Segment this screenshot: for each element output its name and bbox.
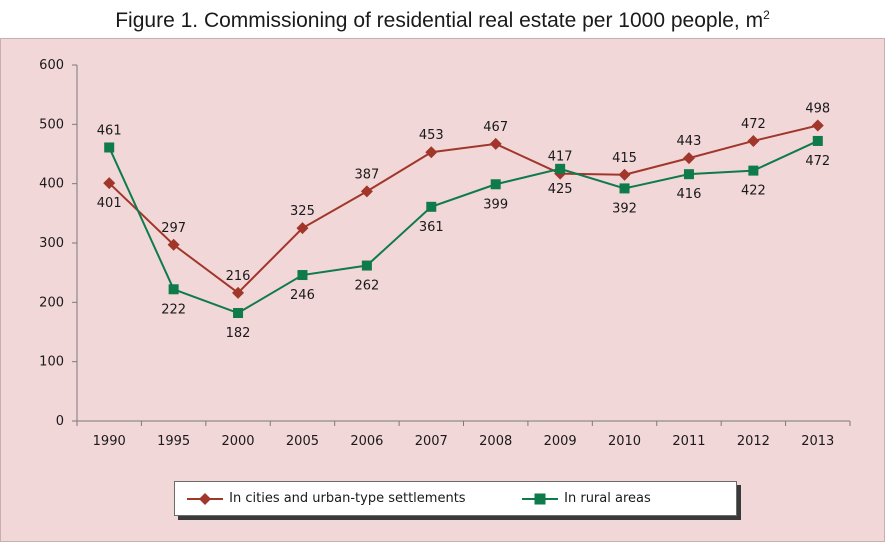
series-2-point bbox=[619, 183, 630, 194]
series-1-point bbox=[489, 137, 502, 150]
x-tick-label: 2013 bbox=[801, 434, 834, 449]
series-line-2 bbox=[108, 140, 819, 315]
series-1-data-label: 401 bbox=[97, 196, 122, 211]
series-1-data-label: 453 bbox=[419, 128, 444, 143]
legend-item-rural: In rural areas bbox=[520, 482, 651, 515]
x-tick-label: 2009 bbox=[544, 434, 577, 449]
series-2-data-label: 425 bbox=[548, 182, 573, 197]
y-tick-label: 300 bbox=[39, 236, 64, 251]
legend-item-cities: In cities and urban-type settlements bbox=[185, 482, 466, 515]
series-2-data-label: 222 bbox=[161, 302, 186, 317]
series-1-point bbox=[360, 185, 373, 198]
series-2-point bbox=[683, 169, 694, 180]
y-tick-label: 0 bbox=[56, 414, 64, 429]
series-2-point bbox=[361, 260, 372, 271]
series-1-data-label: 443 bbox=[677, 134, 702, 149]
x-tick-label: 1990 bbox=[93, 434, 126, 449]
series-2-data-label: 392 bbox=[612, 201, 637, 216]
series-1-point bbox=[811, 119, 824, 132]
y-tick-label: 200 bbox=[39, 295, 64, 310]
series-2-point bbox=[104, 142, 115, 153]
x-tick-label: 2007 bbox=[415, 434, 448, 449]
legend: In cities and urban-type settlements In … bbox=[174, 481, 737, 516]
series-2-data-label: 246 bbox=[290, 288, 315, 303]
legend-rural-label: In rural areas bbox=[564, 491, 651, 506]
series-1-data-label: 325 bbox=[290, 204, 315, 219]
series-1-data-label: 297 bbox=[161, 221, 186, 236]
series-2-point bbox=[748, 165, 759, 176]
series-2-data-label: 461 bbox=[97, 123, 122, 138]
y-tick-label: 600 bbox=[39, 58, 64, 73]
series-1-point bbox=[682, 152, 695, 165]
series-1-data-label: 415 bbox=[612, 151, 637, 166]
x-tick-label: 2008 bbox=[479, 434, 512, 449]
series-1-point bbox=[747, 134, 760, 147]
series-2-data-label: 472 bbox=[805, 154, 830, 169]
series-2-point bbox=[426, 201, 437, 212]
x-tick-label: 2010 bbox=[608, 434, 641, 449]
chart-title-text: Figure 1. Commissioning of residential r… bbox=[115, 9, 764, 32]
series-1-point bbox=[618, 168, 631, 181]
series-1-data-label: 216 bbox=[226, 269, 251, 284]
chart-panel bbox=[0, 38, 885, 542]
series-1-point bbox=[103, 177, 116, 190]
chart-title: Figure 1. Commissioning of residential r… bbox=[0, 0, 885, 34]
x-tick-label: 1995 bbox=[157, 434, 190, 449]
series-2-data-label: 422 bbox=[741, 184, 766, 199]
series-2-data-label: 182 bbox=[226, 326, 251, 341]
series-1-data-label: 472 bbox=[741, 117, 766, 132]
legend-cities-marker-icon bbox=[187, 492, 223, 505]
x-tick-label: 2011 bbox=[672, 434, 705, 449]
legend-cities-label: In cities and urban-type settlements bbox=[229, 491, 466, 506]
series-1-point bbox=[167, 238, 180, 251]
series-1-point bbox=[296, 222, 309, 235]
series-2-data-label: 361 bbox=[419, 220, 444, 235]
y-tick-label: 400 bbox=[39, 177, 64, 192]
series-1-data-label: 498 bbox=[805, 102, 830, 117]
series-2-data-label: 262 bbox=[354, 279, 379, 294]
series-2-data-label: 416 bbox=[677, 187, 702, 202]
x-tick-label: 2012 bbox=[737, 434, 770, 449]
series-2-point bbox=[297, 270, 308, 281]
series-1-data-label: 467 bbox=[483, 120, 508, 135]
series-2-point bbox=[168, 284, 179, 295]
x-tick-label: 2005 bbox=[286, 434, 319, 449]
series-2-point bbox=[490, 179, 501, 190]
series-2-point bbox=[233, 308, 244, 319]
series-line-1 bbox=[108, 124, 819, 295]
series-2-data-label: 399 bbox=[483, 197, 508, 212]
y-tick-label: 500 bbox=[39, 117, 64, 132]
series-2-point bbox=[812, 135, 823, 146]
series-1-data-label: 387 bbox=[354, 167, 379, 182]
x-tick-label: 2000 bbox=[221, 434, 254, 449]
legend-rural-marker-icon bbox=[522, 493, 558, 504]
chart-title-superscript: 2 bbox=[763, 8, 770, 22]
series-1-point bbox=[425, 146, 438, 159]
series-1-data-label: 417 bbox=[548, 150, 573, 165]
y-tick-label: 100 bbox=[39, 355, 64, 370]
x-tick-label: 2006 bbox=[350, 434, 383, 449]
series-2-point bbox=[555, 163, 566, 174]
series-1-point bbox=[232, 286, 245, 299]
